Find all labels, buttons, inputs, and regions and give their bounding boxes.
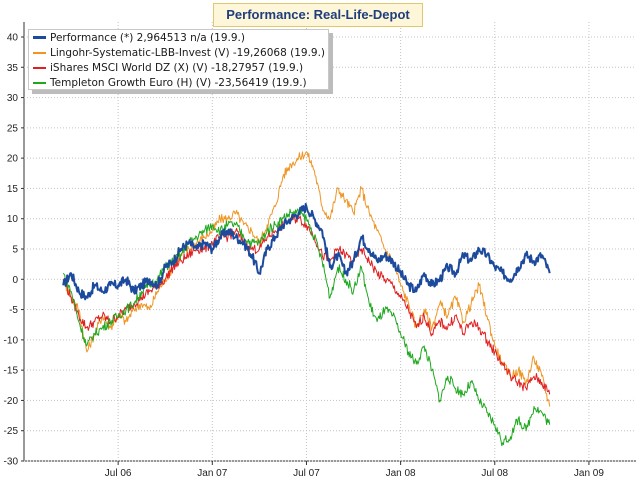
x-tick-label: Jan 09	[574, 468, 604, 479]
x-tick-label: Jan 08	[386, 468, 416, 479]
y-tick-label: 5	[12, 245, 18, 256]
chart-title: Performance: Real-Life-Depot	[213, 3, 423, 27]
legend-swatch-lingohr	[33, 51, 46, 54]
legend-label-ishares: iShares MSCI World DZ (X) (V) -18,27957 …	[50, 61, 304, 74]
chart-legend: Performance (*) 2,964513 n/a (19.9.) Lin…	[28, 29, 329, 90]
legend-entry-templeton: Templeton Growth Euro (H) (V) -23,56419 …	[33, 75, 324, 90]
y-tick-label: -25	[4, 426, 19, 437]
y-tick-label: 30	[7, 93, 19, 104]
y-tick-label: 0	[12, 275, 18, 286]
legend-label-performance: Performance (*) 2,964513 n/a (19.9.)	[50, 31, 245, 44]
legend-label-templeton: Templeton Growth Euro (H) (V) -23,56419 …	[50, 76, 307, 89]
series-line-1	[62, 151, 551, 407]
legend-label-lingohr: Lingohr-Systematic-LBB-Invest (V) -19,26…	[50, 46, 326, 59]
x-tick-label: Jul 08	[481, 468, 508, 479]
series-line-0	[62, 202, 551, 301]
legend-swatch-performance	[33, 36, 46, 39]
series-lines	[62, 151, 551, 447]
x-tick-labels: Jul 06 Jan 07 Jul 07 Jan 08 Jul 08 Jan 09	[105, 468, 605, 479]
y-tick-label: 40	[7, 33, 19, 44]
y-tick-labels: 40 35 30 25 20 15 10 5 0 -5 -10 -15 -20 -25 -30	[4, 33, 19, 468]
x-tick-label: Jul 07	[293, 468, 320, 479]
x-tick-label: Jan 07	[197, 468, 227, 479]
y-tick-label: -10	[4, 335, 19, 346]
legend-entry-ishares: iShares MSCI World DZ (X) (V) -18,27957 …	[33, 60, 324, 75]
y-tick-label: -20	[4, 396, 19, 407]
legend-entry-lingohr: Lingohr-Systematic-LBB-Invest (V) -19,26…	[33, 45, 326, 60]
series-line-2	[62, 213, 551, 395]
legend-swatch-templeton	[33, 81, 46, 84]
y-tick-label: -15	[4, 366, 19, 377]
y-tick-label: -30	[4, 457, 19, 468]
grid-lines	[21, 22, 636, 465]
y-tick-label: -5	[9, 305, 18, 316]
legend-swatch-ishares	[33, 66, 46, 69]
legend-entry-performance: Performance (*) 2,964513 n/a (19.9.)	[33, 30, 324, 45]
y-tick-label: 25	[7, 123, 19, 134]
y-tick-label: 35	[7, 63, 19, 74]
y-tick-label: 20	[7, 154, 19, 165]
y-tick-label: 15	[7, 184, 19, 195]
x-tick-label: Jul 06	[105, 468, 132, 479]
y-tick-label: 10	[7, 214, 19, 225]
